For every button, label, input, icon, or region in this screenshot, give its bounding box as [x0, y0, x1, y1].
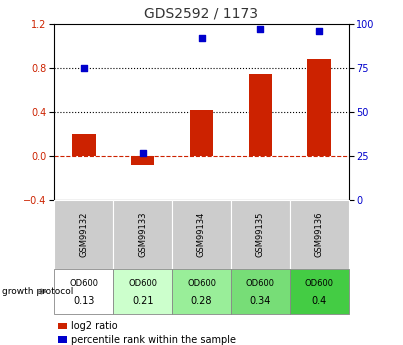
Text: OD600: OD600 [69, 279, 98, 288]
Text: log2 ratio: log2 ratio [71, 321, 118, 331]
Text: 0.34: 0.34 [249, 296, 271, 306]
Text: GSM99135: GSM99135 [256, 212, 265, 257]
Text: 0.13: 0.13 [73, 296, 95, 306]
Text: percentile rank within the sample: percentile rank within the sample [71, 335, 236, 345]
Point [139, 150, 146, 155]
Text: GSM99134: GSM99134 [197, 212, 206, 257]
Text: OD600: OD600 [128, 279, 157, 288]
Text: GSM99133: GSM99133 [138, 212, 147, 257]
Bar [131, 156, 154, 165]
Bar [249, 73, 272, 156]
Bar [190, 110, 213, 156]
Title: GDS2592 / 1173: GDS2592 / 1173 [145, 6, 258, 20]
Text: OD600: OD600 [305, 279, 334, 288]
Text: OD600: OD600 [246, 279, 275, 288]
Point [198, 36, 205, 41]
Bar [307, 59, 331, 156]
Text: GSM99132: GSM99132 [79, 212, 88, 257]
Text: OD600: OD600 [187, 279, 216, 288]
Bar [72, 134, 96, 156]
Text: 0.21: 0.21 [132, 296, 154, 306]
Point [81, 66, 87, 71]
Text: 0.4: 0.4 [312, 296, 327, 306]
Text: GSM99136: GSM99136 [315, 212, 324, 257]
Text: growth protocol: growth protocol [2, 287, 73, 296]
Point [316, 28, 322, 34]
Text: 0.28: 0.28 [191, 296, 212, 306]
Point [257, 27, 264, 32]
